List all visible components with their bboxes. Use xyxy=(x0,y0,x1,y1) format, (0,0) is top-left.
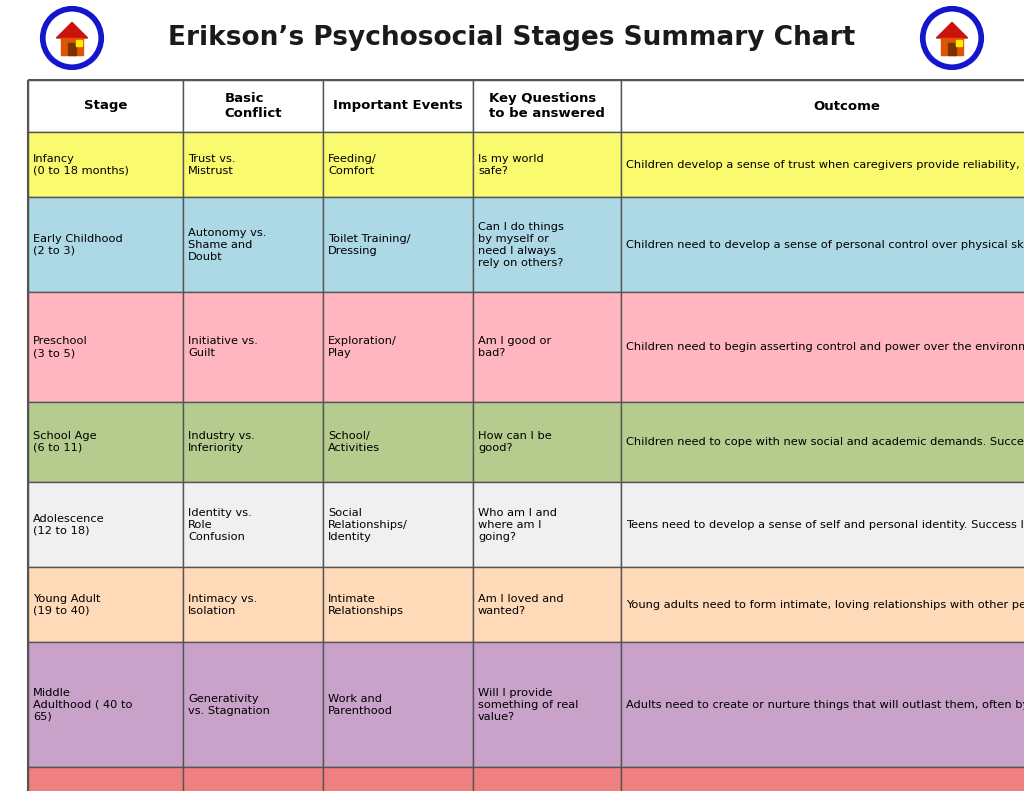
Bar xyxy=(323,402,473,482)
Text: Middle
Adulthood ( 40 to
65): Middle Adulthood ( 40 to 65) xyxy=(33,687,132,721)
Text: Initiative vs.
Guilt: Initiative vs. Guilt xyxy=(188,336,258,358)
Text: Intimate
Relationships: Intimate Relationships xyxy=(328,593,404,615)
Bar xyxy=(28,642,183,767)
Bar xyxy=(621,80,1024,132)
Circle shape xyxy=(42,8,102,68)
Text: Adolescence
(12 to 18): Adolescence (12 to 18) xyxy=(33,513,104,536)
Bar xyxy=(621,482,1024,567)
Text: School/
Activities: School/ Activities xyxy=(328,431,380,453)
Text: Industry vs.
Inferiority: Industry vs. Inferiority xyxy=(188,431,255,453)
Text: Am I loved and
wanted?: Am I loved and wanted? xyxy=(478,593,563,615)
Bar xyxy=(183,292,323,402)
Bar xyxy=(473,80,621,132)
Text: Preschool
(3 to 5): Preschool (3 to 5) xyxy=(33,336,88,358)
Text: Erikson’s Psychosocial Stages Summary Chart: Erikson’s Psychosocial Stages Summary Ch… xyxy=(168,25,856,51)
Bar xyxy=(28,402,183,482)
Polygon shape xyxy=(69,44,76,55)
Bar xyxy=(323,482,473,567)
Bar xyxy=(28,197,183,292)
Bar xyxy=(28,567,183,642)
Bar xyxy=(323,292,473,402)
Text: Who am I and
where am I
going?: Who am I and where am I going? xyxy=(478,508,557,542)
Text: Infancy
(0 to 18 months): Infancy (0 to 18 months) xyxy=(33,153,129,176)
Text: Children need to begin asserting control and power over the environment. Success: Children need to begin asserting control… xyxy=(626,342,1024,352)
Bar xyxy=(323,767,473,791)
Text: Important Events: Important Events xyxy=(333,100,463,112)
Text: Young Adult
(19 to 40): Young Adult (19 to 40) xyxy=(33,593,100,615)
Text: Exploration/
Play: Exploration/ Play xyxy=(328,336,397,358)
Polygon shape xyxy=(941,38,964,55)
Bar xyxy=(621,767,1024,791)
Bar xyxy=(621,567,1024,642)
Text: Intimacy vs.
Isolation: Intimacy vs. Isolation xyxy=(188,593,257,615)
Bar xyxy=(473,292,621,402)
Bar xyxy=(183,482,323,567)
Polygon shape xyxy=(956,40,962,46)
Text: Can I do things
by myself or
need I always
rely on others?: Can I do things by myself or need I alwa… xyxy=(478,221,564,267)
Text: Am I good or
bad?: Am I good or bad? xyxy=(478,336,551,358)
Bar xyxy=(183,132,323,197)
Polygon shape xyxy=(948,44,955,55)
Text: Basic
Conflict: Basic Conflict xyxy=(224,92,282,120)
Bar xyxy=(473,642,621,767)
Text: Identity vs.
Role
Confusion: Identity vs. Role Confusion xyxy=(188,508,252,542)
Bar xyxy=(473,767,621,791)
Bar xyxy=(323,197,473,292)
Polygon shape xyxy=(76,40,82,46)
Circle shape xyxy=(922,8,982,68)
Bar xyxy=(323,642,473,767)
Text: Key Questions
to be answered: Key Questions to be answered xyxy=(489,92,605,120)
Bar xyxy=(473,197,621,292)
Bar xyxy=(473,567,621,642)
Bar xyxy=(183,197,323,292)
Text: Work and
Parenthood: Work and Parenthood xyxy=(328,694,393,716)
Text: School Age
(6 to 11): School Age (6 to 11) xyxy=(33,431,96,453)
Text: Children develop a sense of trust when caregivers provide reliability, care and : Children develop a sense of trust when c… xyxy=(626,160,1024,169)
Bar xyxy=(28,80,183,132)
Bar xyxy=(183,567,323,642)
Bar xyxy=(28,292,183,402)
Bar xyxy=(621,132,1024,197)
Text: Is my world
safe?: Is my world safe? xyxy=(478,153,544,176)
Text: Stage: Stage xyxy=(84,100,127,112)
Text: Young adults need to form intimate, loving relationships with other people. Succ: Young adults need to form intimate, lovi… xyxy=(626,600,1024,610)
Bar xyxy=(183,767,323,791)
Polygon shape xyxy=(936,22,968,38)
Polygon shape xyxy=(60,38,83,55)
Text: Children need to develop a sense of personal control over physical skills and a : Children need to develop a sense of pers… xyxy=(626,240,1024,249)
Bar xyxy=(28,767,183,791)
Polygon shape xyxy=(56,22,88,38)
Text: Trust vs.
Mistrust: Trust vs. Mistrust xyxy=(188,153,236,176)
Bar xyxy=(183,80,323,132)
Bar xyxy=(183,642,323,767)
Text: Autonomy vs.
Shame and
Doubt: Autonomy vs. Shame and Doubt xyxy=(188,228,266,262)
Bar xyxy=(473,482,621,567)
Text: Toilet Training/
Dressing: Toilet Training/ Dressing xyxy=(328,233,411,255)
Bar xyxy=(473,402,621,482)
Bar xyxy=(323,132,473,197)
Bar xyxy=(183,402,323,482)
Bar xyxy=(621,197,1024,292)
Circle shape xyxy=(46,12,98,64)
Bar xyxy=(28,482,183,567)
Bar xyxy=(323,567,473,642)
Bar xyxy=(621,292,1024,402)
Text: Outcome: Outcome xyxy=(813,100,880,112)
Text: Teens need to develop a sense of self and personal identity. Success leads to an: Teens need to develop a sense of self an… xyxy=(626,520,1024,529)
Text: Adults need to create or nurture things that will outlast them, often by having : Adults need to create or nurture things … xyxy=(626,699,1024,710)
Text: How can I be
good?: How can I be good? xyxy=(478,431,552,453)
Text: Social
Relationships/
Identity: Social Relationships/ Identity xyxy=(328,508,408,542)
Text: Feeding/
Comfort: Feeding/ Comfort xyxy=(328,153,377,176)
Circle shape xyxy=(926,12,978,64)
Bar xyxy=(28,132,183,197)
Text: Will I provide
something of real
value?: Will I provide something of real value? xyxy=(478,687,579,721)
Bar xyxy=(473,132,621,197)
Text: Children need to cope with new social and academic demands. Success leads to a s: Children need to cope with new social an… xyxy=(626,437,1024,447)
Bar xyxy=(621,642,1024,767)
Text: Early Childhood
(2 to 3): Early Childhood (2 to 3) xyxy=(33,233,123,255)
Text: Generativity
vs. Stagnation: Generativity vs. Stagnation xyxy=(188,694,270,716)
Bar xyxy=(323,80,473,132)
Bar xyxy=(621,402,1024,482)
